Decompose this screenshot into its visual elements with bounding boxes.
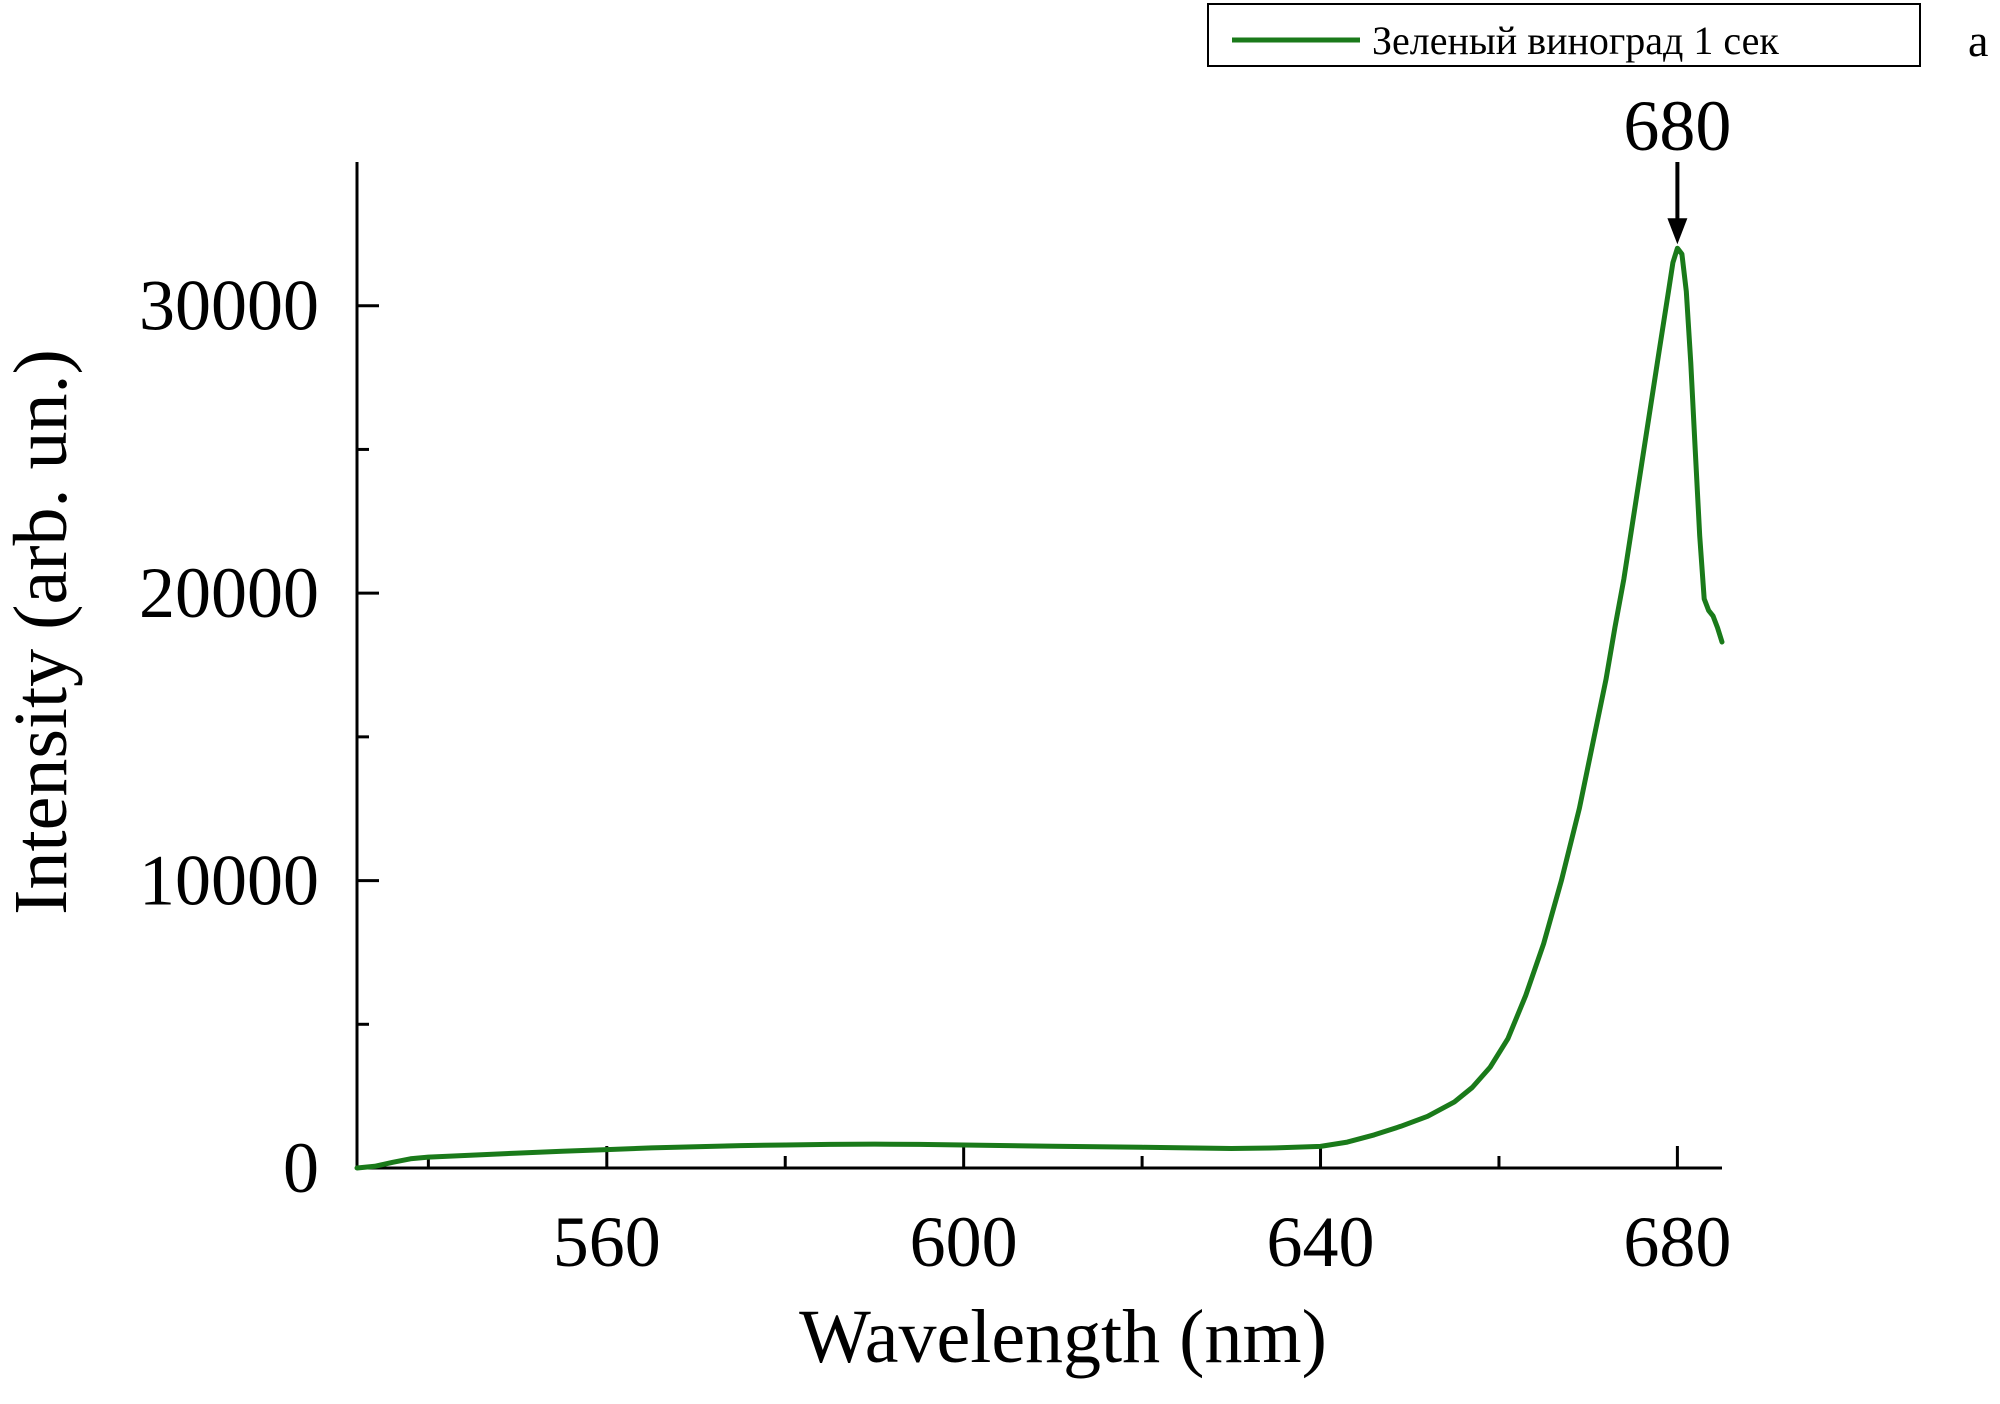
legend-label: Зеленый виноград 1 сек — [1372, 18, 1779, 63]
y-tick-label: 20000 — [139, 553, 319, 633]
y-tick-label: 0 — [283, 1128, 319, 1208]
y-tick-label: 30000 — [139, 266, 319, 346]
peak-annotation: 680 — [1623, 86, 1731, 245]
legend-box — [1207, 3, 1921, 67]
legend: Зеленый виноград 1 сек — [1207, 3, 1921, 67]
y-tick-label: 10000 — [139, 841, 319, 921]
x-tick-label: 680 — [1623, 1202, 1731, 1282]
panel-label: a — [1968, 15, 1988, 66]
plot-area — [354, 245, 1725, 1171]
axes: 560 600 640 680 0 10000 20000 30000 — [139, 162, 1731, 1282]
x-axis-title: Wavelength (nm) — [799, 1295, 1327, 1379]
y-axis-title: Intensity (arb. un.) — [0, 349, 83, 915]
peak-label: 680 — [1623, 86, 1731, 166]
x-tick-label: 560 — [553, 1202, 661, 1282]
peak-arrow-head — [1667, 218, 1688, 245]
series-line — [354, 245, 1725, 1171]
x-tick-label: 640 — [1267, 1202, 1375, 1282]
x-tick-label: 600 — [910, 1202, 1018, 1282]
